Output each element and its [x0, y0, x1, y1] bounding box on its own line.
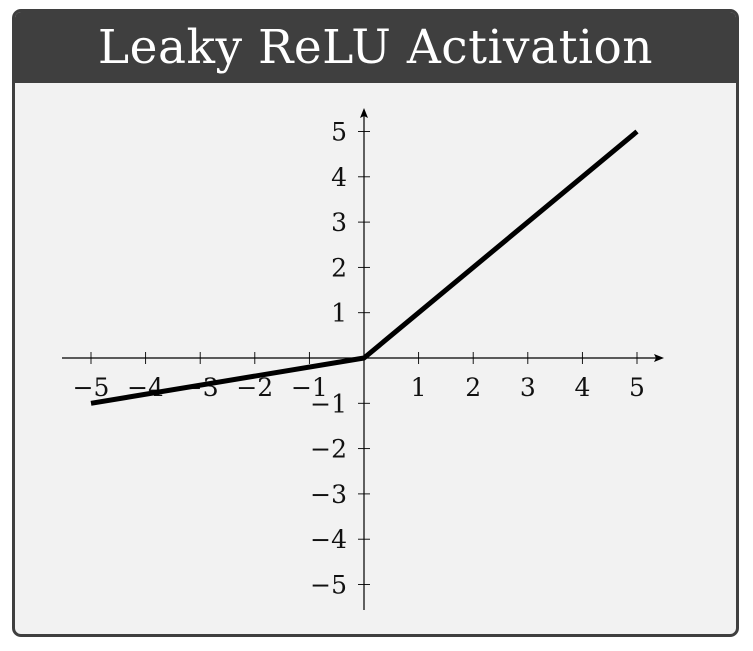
y-tick-label: −5	[310, 571, 347, 600]
series-line	[90, 129, 639, 406]
chart-title: Leaky ReLU Activation	[97, 20, 654, 75]
y-tick-label: 2	[331, 253, 347, 282]
x-tick-label: 1	[411, 373, 427, 402]
x-tick-label: 3	[520, 373, 536, 402]
x-tick-label: 4	[574, 373, 590, 402]
y-tick-label: −1	[310, 389, 347, 418]
y-tick-label: −2	[310, 435, 347, 464]
chart-card: Leaky ReLU Activation	[12, 9, 739, 637]
y-tick-label: 4	[331, 163, 347, 192]
y-tick-label: 5	[331, 118, 347, 147]
x-tick-label: −5	[73, 373, 110, 402]
y-tick-label: −3	[310, 480, 347, 509]
y-tick-label: 3	[331, 208, 347, 237]
y-tick-label: −4	[310, 525, 347, 554]
card-header: Leaky ReLU Activation	[15, 12, 736, 83]
y-axis-arrow	[360, 108, 368, 118]
y-tick-label: 1	[331, 299, 347, 328]
x-tick-label: −1	[291, 373, 328, 402]
x-axis-arrow	[654, 354, 664, 362]
x-tick-label: 5	[629, 373, 645, 402]
x-tick-label: 2	[465, 373, 481, 402]
